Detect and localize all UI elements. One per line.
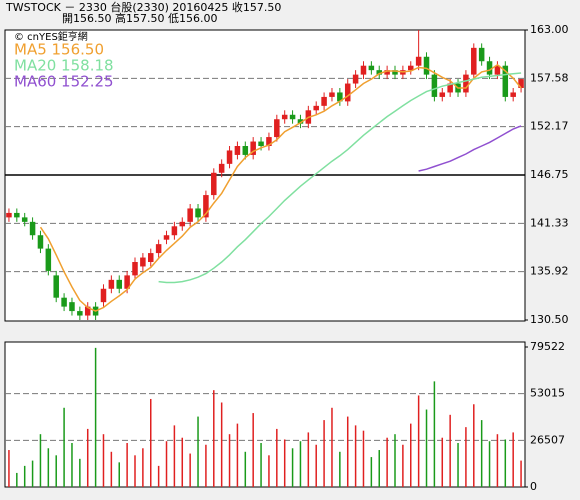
candle-body [69, 302, 75, 312]
candle-body [218, 163, 225, 173]
y-tick-label: 26507 [530, 433, 565, 446]
candle-body [486, 61, 493, 75]
candle-body [376, 70, 382, 75]
legend-entry: MA60 152.25 [14, 73, 114, 91]
volume-panel [4, 341, 526, 488]
candle-body [148, 253, 154, 262]
candle-body [344, 83, 351, 102]
candle-body [266, 137, 272, 146]
candle-body [408, 65, 414, 71]
candle-body [360, 65, 367, 75]
candle-body [108, 279, 115, 289]
candle-body [234, 146, 241, 155]
candle-body [329, 92, 335, 97]
candle-body [471, 47, 477, 75]
candle-body [211, 172, 217, 196]
candle-body [439, 92, 446, 97]
candle-body [116, 279, 122, 289]
candle-body [37, 235, 44, 249]
legend-entry: MA5 156.50 [14, 41, 104, 59]
y-tick-label: 141.33 [530, 216, 569, 229]
candle-body [155, 244, 162, 254]
candle-body [337, 92, 343, 102]
candle-body [281, 114, 288, 120]
candle-body [392, 70, 398, 75]
candle-body [140, 257, 146, 267]
y-tick-label: 146.75 [530, 168, 569, 181]
y-tick-label: 152.17 [530, 120, 569, 133]
legend-entry: MA20 158.18 [14, 57, 114, 75]
candle-body [423, 56, 430, 75]
y-tick-label: 53015 [530, 387, 565, 400]
y-tick-label: 79522 [530, 340, 565, 353]
candle-body [321, 96, 327, 106]
ma-line [158, 72, 522, 284]
candle-body [163, 235, 170, 240]
candle-body [29, 221, 36, 236]
candle-body [274, 119, 280, 138]
candle-body [203, 195, 209, 218]
candle-body [179, 221, 186, 227]
y-tick-label: 130.50 [530, 313, 569, 326]
candle-body [171, 226, 178, 236]
candle-body [289, 114, 296, 120]
chart-title: TWSTOCK － 2330 台股(2330) 20160425 收157.50 [5, 0, 281, 14]
candle-body [77, 311, 83, 316]
y-tick-label: 157.58 [530, 71, 569, 84]
source: © cnYES鉅亨網 [14, 30, 88, 43]
candle-body [242, 146, 249, 155]
candle-body [415, 56, 422, 66]
candle-body [297, 119, 304, 124]
candle-body [53, 275, 59, 298]
ma-line [418, 125, 522, 172]
candle-body [463, 74, 469, 93]
y-tick-label: 163.00 [530, 23, 569, 36]
chart-subtitle: 開156.50 高157.50 低156.00 [62, 11, 217, 25]
candle-body [124, 275, 130, 289]
candle-body [84, 306, 91, 316]
candle-body [226, 150, 233, 164]
candle-body [258, 141, 264, 146]
candle-body [21, 217, 28, 222]
candle-body [352, 74, 359, 84]
candle-body [187, 208, 193, 222]
candle-body [431, 74, 438, 97]
candle-body [518, 79, 524, 88]
ma-line [39, 63, 522, 312]
candle-body [494, 65, 501, 75]
candle-body [502, 65, 509, 97]
candle-body [368, 65, 375, 71]
candle-body [14, 212, 20, 218]
candle-body [510, 92, 516, 97]
candle-body [61, 297, 67, 307]
candle-body [384, 70, 390, 75]
candle-body [250, 141, 256, 155]
candle-body [45, 248, 52, 271]
candle-body [6, 212, 12, 218]
candle-body [100, 288, 107, 303]
candle-body [132, 262, 138, 276]
candle-body [447, 83, 453, 93]
candle-body [195, 208, 201, 218]
candle-body [313, 105, 319, 111]
y-tick-label: 0 [530, 480, 537, 493]
candle-body [478, 47, 485, 62]
y-tick-label: 135.92 [530, 265, 569, 278]
